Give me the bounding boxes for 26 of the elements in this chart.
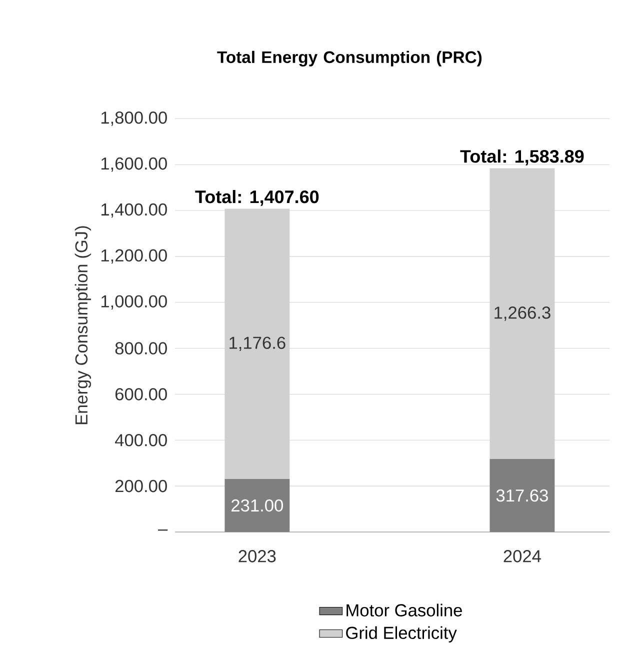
y-tick-label: 1,400.00	[101, 203, 167, 218]
bar	[490, 168, 555, 460]
legend-label: Grid Electricity	[346, 626, 457, 642]
data-label: 1,266.3	[494, 306, 550, 321]
x-tick-label: 2024	[504, 550, 541, 562]
x-tick-label: 2023	[238, 550, 276, 562]
data-label: 1,176.6	[230, 336, 286, 352]
total-label: Total: 1,583.89	[460, 150, 584, 166]
y-tick-label: 800.00	[115, 342, 167, 354]
y-tick-label: 200.00	[115, 480, 167, 492]
y-tick-label: 400.00	[115, 434, 167, 446]
data-label: 231.00	[232, 499, 283, 512]
y-tick-label: 1,000.00	[101, 295, 167, 310]
chart-title: Total Energy Consumption (PRC)	[217, 50, 482, 66]
y-tick-label: –	[158, 530, 168, 531]
y-tick-label: 600.00	[115, 388, 167, 400]
y-tick-label: 1,800.00	[101, 112, 167, 126]
y-axis-title: Energy Consumption (GJ)	[74, 226, 91, 424]
y-tick-label: 1,600.00	[101, 157, 167, 172]
bar	[490, 459, 555, 532]
total-label: Total: 1,407.60	[195, 190, 319, 206]
data-label: 317.63	[496, 489, 548, 502]
bar	[224, 208, 290, 479]
bar	[224, 478, 290, 532]
legend-label: Motor Gasoline	[346, 604, 462, 616]
y-tick-label: 1,200.00	[101, 249, 167, 264]
